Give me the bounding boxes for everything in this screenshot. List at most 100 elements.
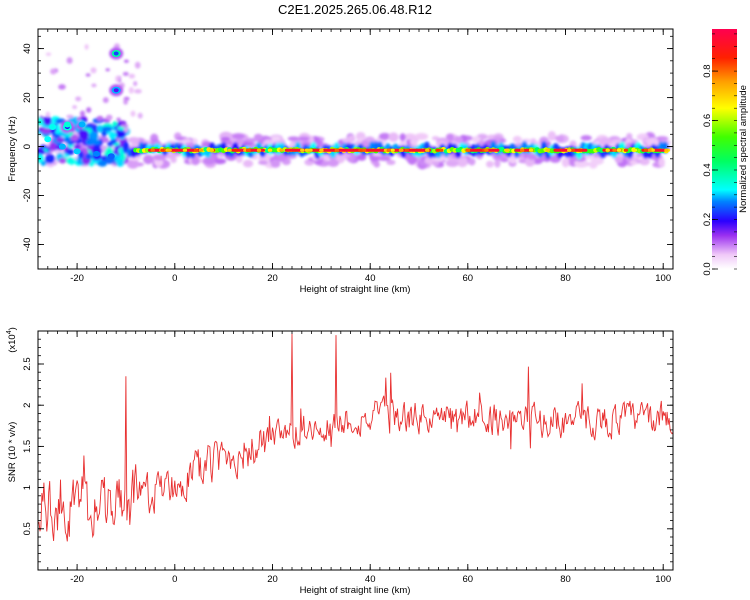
heatmap-cell: [66, 114, 74, 119]
heatmap-cell: [93, 150, 101, 157]
heatmap-cell: [605, 148, 610, 152]
heatmap-cell: [246, 148, 251, 152]
heatmap-cell: [425, 148, 430, 152]
snr-series-line: [38, 333, 673, 542]
heatmap-cell: [113, 51, 119, 56]
heatmap-cell: [105, 114, 113, 121]
heatmap-cell: [72, 105, 78, 110]
heatmap-cell: [457, 157, 468, 168]
heatmap-cell: [198, 148, 204, 152]
y-tick-label: 2: [22, 403, 33, 408]
heatmap-cell: [79, 110, 86, 117]
heatmap-cell: [582, 148, 588, 152]
heatmap-cell: [96, 125, 104, 133]
heatmap-cell: [639, 157, 650, 166]
heatmap-cell: [499, 138, 507, 143]
heatmap-cell: [404, 148, 409, 152]
heatmap-cell: [658, 157, 665, 167]
heatmap-cell: [468, 158, 476, 166]
heatmap-cell: [616, 148, 622, 152]
heatmap-cell: [44, 136, 52, 143]
x-tick-label: 0: [172, 574, 177, 585]
heatmap-cell: [191, 156, 200, 166]
colorbar-tick-label: 0.0: [702, 262, 713, 275]
y-tick-label: 0: [22, 144, 33, 149]
heatmap-cell: [431, 161, 440, 166]
x-tick-label: 40: [365, 273, 376, 284]
heatmap-cell: [629, 160, 638, 166]
x-tick-label: 0: [172, 273, 177, 284]
heatmap-cell: [287, 136, 300, 142]
heatmap-cell: [123, 127, 129, 133]
heatmap-cell: [58, 143, 66, 150]
heatmap-cell: [300, 148, 305, 152]
heatmap-cell: [494, 148, 500, 152]
heatmap-cell: [660, 148, 666, 152]
heatmap-cell: [398, 148, 404, 152]
colorbar-tick-label: 0.4: [702, 163, 713, 176]
x-tick-label: 80: [560, 273, 571, 284]
heatmap-core: [44, 50, 671, 160]
snr-multiplier-close: ): [7, 327, 18, 330]
colorbar-ticks: 0.0 0.2 0.4 0.6 0.8: [702, 33, 737, 276]
heatmap-cell: [334, 148, 339, 152]
y-tick-label: 1.5: [22, 440, 33, 453]
heatmap-cell: [85, 153, 92, 160]
heatmap-cell: [128, 86, 134, 94]
heatmap-y-axis-label: Frequency (Hz): [7, 116, 18, 181]
heatmap-cell: [120, 124, 129, 128]
heatmap-cell: [49, 124, 57, 130]
heatmap-cell: [399, 133, 406, 142]
heatmap-cell: [130, 110, 136, 117]
heatmap-cell: [45, 52, 52, 56]
heatmap-cell: [220, 136, 231, 142]
heatmap-cell: [96, 115, 104, 121]
colorbar-tick-label: 0.8: [702, 64, 713, 77]
heatmap-cell: [378, 132, 391, 140]
heatmap-cell: [256, 148, 262, 152]
heatmap-cell: [112, 121, 118, 127]
heatmap-cell: [76, 116, 82, 121]
heatmap-cell: [128, 73, 136, 79]
heatmap-cell: [108, 131, 117, 140]
heatmap-cell: [614, 156, 623, 164]
heatmap-cell: [152, 154, 167, 161]
x-tick-label: 40: [365, 574, 376, 585]
heatmap-cell: [150, 148, 155, 152]
y-tick-label: 0.5: [22, 522, 33, 535]
heatmap-cell: [567, 148, 572, 152]
heatmap-cell: [134, 61, 141, 69]
heatmap-cell: [245, 137, 258, 143]
heatmap-cell: [101, 130, 107, 137]
heatmap-cell: [253, 133, 263, 141]
y-tick-label: 2.5: [22, 357, 33, 370]
heatmap-cell: [643, 148, 649, 152]
heatmap-cell: [75, 96, 82, 102]
heatmap-cell: [492, 155, 505, 161]
heatmap-cell: [232, 133, 245, 140]
heatmap-cell: [545, 148, 550, 152]
heatmap-cell: [297, 136, 310, 141]
heatmap-cell: [369, 155, 378, 161]
heatmap-cell: [227, 148, 232, 152]
heatmap-plot: -20 0 20 40 60 80 100 -40 -20 0 20 40: [22, 28, 674, 284]
heatmap-cell: [439, 148, 444, 152]
heatmap-cell: [89, 131, 99, 141]
heatmap-cell: [113, 88, 119, 93]
colorbar-tick-label: 0.6: [702, 114, 713, 127]
colorbar-label: Normalized spectral amplitude: [738, 85, 749, 213]
heatmap-cell: [577, 148, 583, 152]
heatmap-cell: [279, 148, 284, 152]
heatmap-cell: [105, 147, 114, 155]
heatmap-cell: [505, 148, 510, 152]
heatmap-cell: [373, 161, 380, 168]
snr-plot: -20 0 20 40 60 80 100 0.5 1 1.5 2 2.5: [22, 330, 674, 585]
heatmap-cell: [407, 154, 417, 165]
heatmap-cell: [41, 128, 51, 134]
heatmap-cell: [78, 129, 90, 140]
heatmap-cell: [650, 148, 655, 152]
snr-frame: [37, 330, 674, 571]
heatmap-cell: [361, 148, 367, 152]
heatmap-cell: [118, 147, 124, 155]
heatmap-cell: [591, 157, 604, 165]
